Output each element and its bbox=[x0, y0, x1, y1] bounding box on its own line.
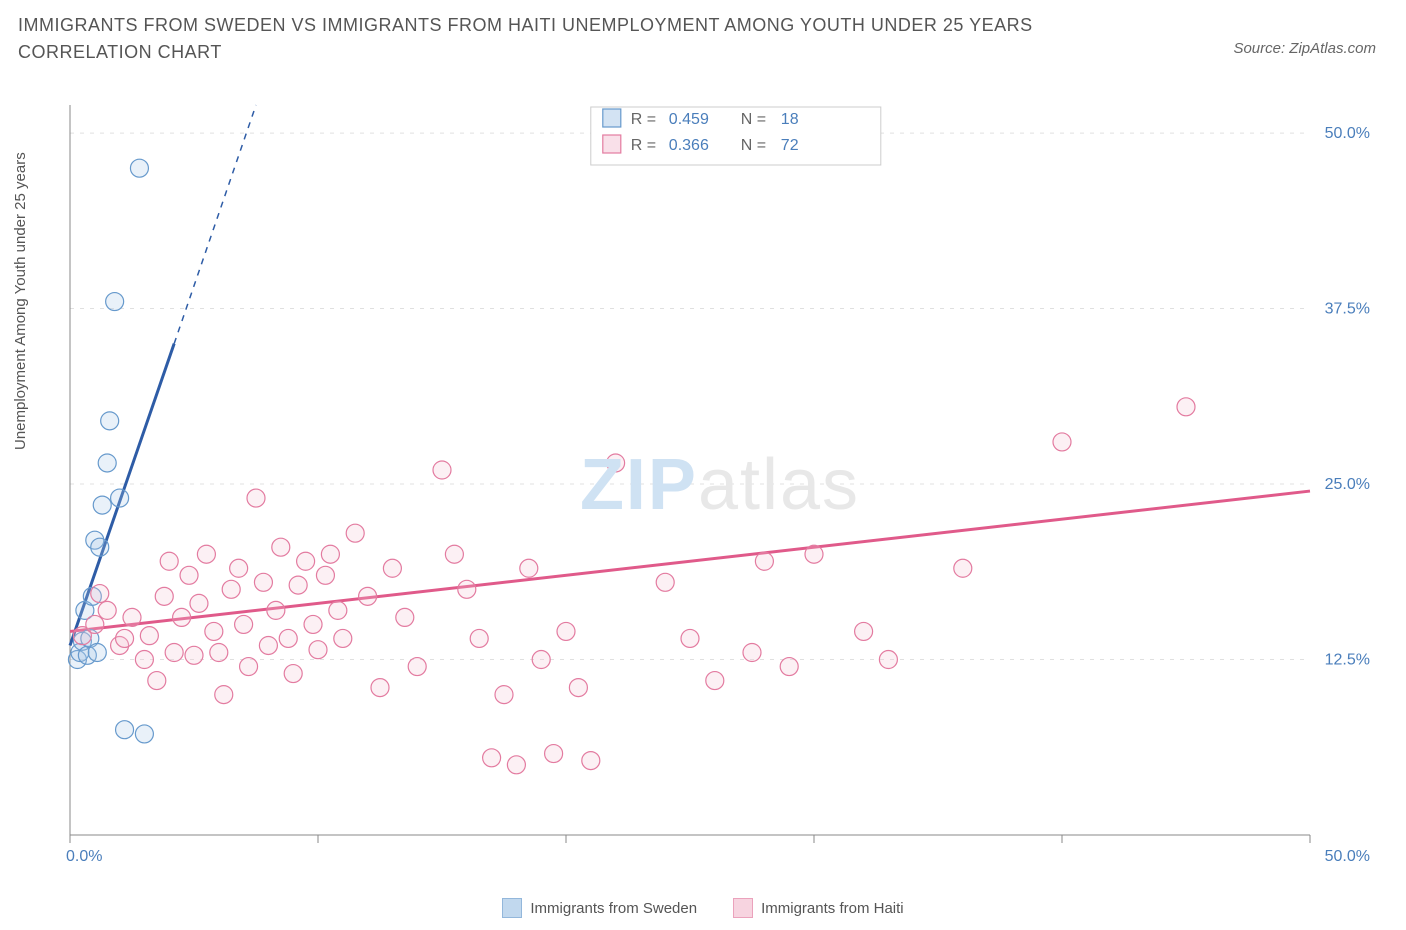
svg-text:N =: N = bbox=[741, 137, 766, 154]
scatter-chart-svg: 12.5% 25.0% 37.5% 50.0% 0.0% 50.0% R = 0.459 N =… bbox=[60, 95, 1380, 875]
legend-item: Immigrants from Haiti bbox=[733, 898, 904, 918]
svg-text:R =: R = bbox=[631, 137, 656, 154]
legend-swatch-icon bbox=[733, 898, 753, 918]
y-axis-label: Unemployment Among Youth under 25 years bbox=[12, 152, 29, 450]
svg-text:0.0%: 0.0% bbox=[66, 848, 102, 865]
legend-item: Immigrants from Sweden bbox=[502, 898, 697, 918]
svg-text:12.5%: 12.5% bbox=[1325, 652, 1370, 669]
svg-text:0.459: 0.459 bbox=[669, 111, 709, 128]
svg-text:37.5%: 37.5% bbox=[1325, 301, 1370, 318]
chart-plot-area: 12.5% 25.0% 37.5% 50.0% 0.0% 50.0% R = 0.459 N =… bbox=[60, 95, 1380, 875]
legend-label: Immigrants from Haiti bbox=[761, 900, 904, 917]
svg-text:50.0%: 50.0% bbox=[1325, 125, 1370, 142]
svg-text:N =: N = bbox=[741, 111, 766, 128]
legend-bottom: Immigrants from Sweden Immigrants from Ha… bbox=[0, 898, 1406, 922]
svg-text:0.366: 0.366 bbox=[669, 137, 709, 154]
legend-label: Immigrants from Sweden bbox=[530, 900, 697, 917]
chart-title: IMMIGRANTS FROM SWEDEN VS IMMIGRANTS FRO… bbox=[18, 12, 1118, 66]
svg-text:50.0%: 50.0% bbox=[1325, 848, 1370, 865]
svg-text:R =: R = bbox=[631, 111, 656, 128]
legend-swatch-icon bbox=[502, 898, 522, 918]
source-attribution: Source: ZipAtlas.com bbox=[1233, 40, 1376, 57]
svg-text:18: 18 bbox=[781, 111, 799, 128]
svg-text:72: 72 bbox=[781, 137, 799, 154]
svg-text:25.0%: 25.0% bbox=[1325, 476, 1370, 493]
